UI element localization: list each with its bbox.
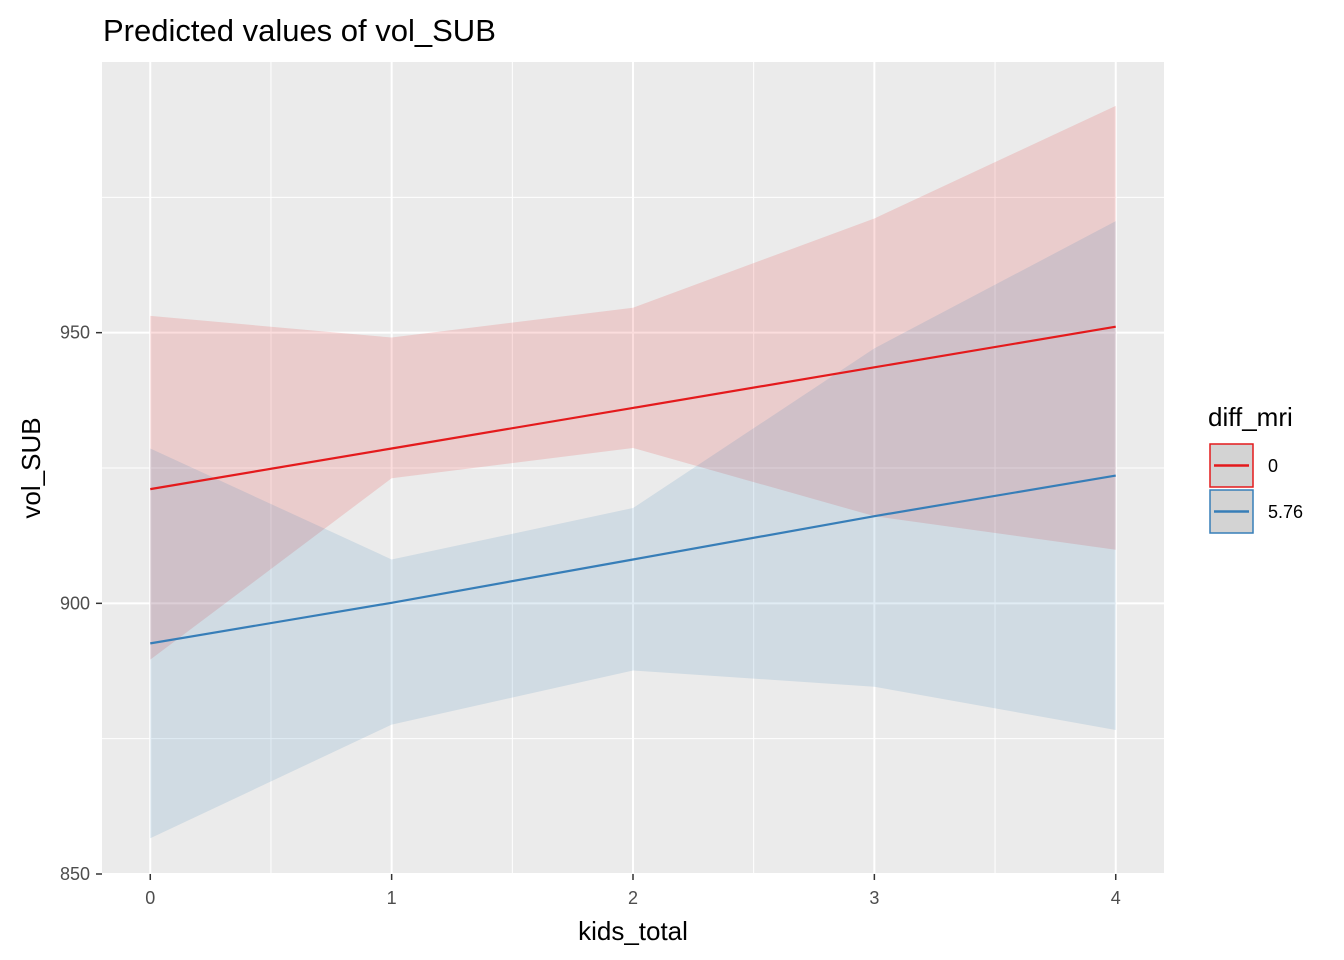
- y-axis-title: vol_SUB: [16, 417, 46, 518]
- legend-title: diff_mri: [1208, 402, 1293, 432]
- x-tick-label: 2: [628, 888, 638, 908]
- legend-item: 0: [1209, 443, 1278, 488]
- major-gridlines: [102, 62, 1164, 875]
- legend-item: 5.76: [1209, 489, 1303, 534]
- ci-ribbon-series-1: [150, 221, 1116, 839]
- y-axis: 850 900 950: [60, 323, 102, 884]
- x-axis: 0 1 2 3 4: [145, 874, 1121, 908]
- chart-title: Predicted values of vol_SUB: [103, 13, 496, 48]
- y-tick-label: 950: [60, 323, 90, 343]
- y-tick-label: 900: [60, 593, 90, 613]
- x-tick-label: 1: [387, 888, 397, 908]
- x-tick-label: 3: [869, 888, 879, 908]
- legend-items: 05.76: [1209, 443, 1303, 534]
- legend-label: 5.76: [1268, 502, 1303, 522]
- series-lines: [150, 325, 1116, 645]
- x-axis-title: kids_total: [578, 916, 688, 946]
- ci-ribbon-series-0: [150, 105, 1116, 660]
- line-series-1: [150, 474, 1116, 645]
- confidence-ribbons: [150, 105, 1116, 839]
- legend-label: 0: [1268, 456, 1278, 476]
- x-tick-label: 0: [145, 888, 155, 908]
- y-tick-label: 850: [60, 864, 90, 884]
- line-series-0: [150, 325, 1116, 491]
- legend: diff_mri 05.76: [1208, 402, 1303, 534]
- x-tick-label: 4: [1111, 888, 1121, 908]
